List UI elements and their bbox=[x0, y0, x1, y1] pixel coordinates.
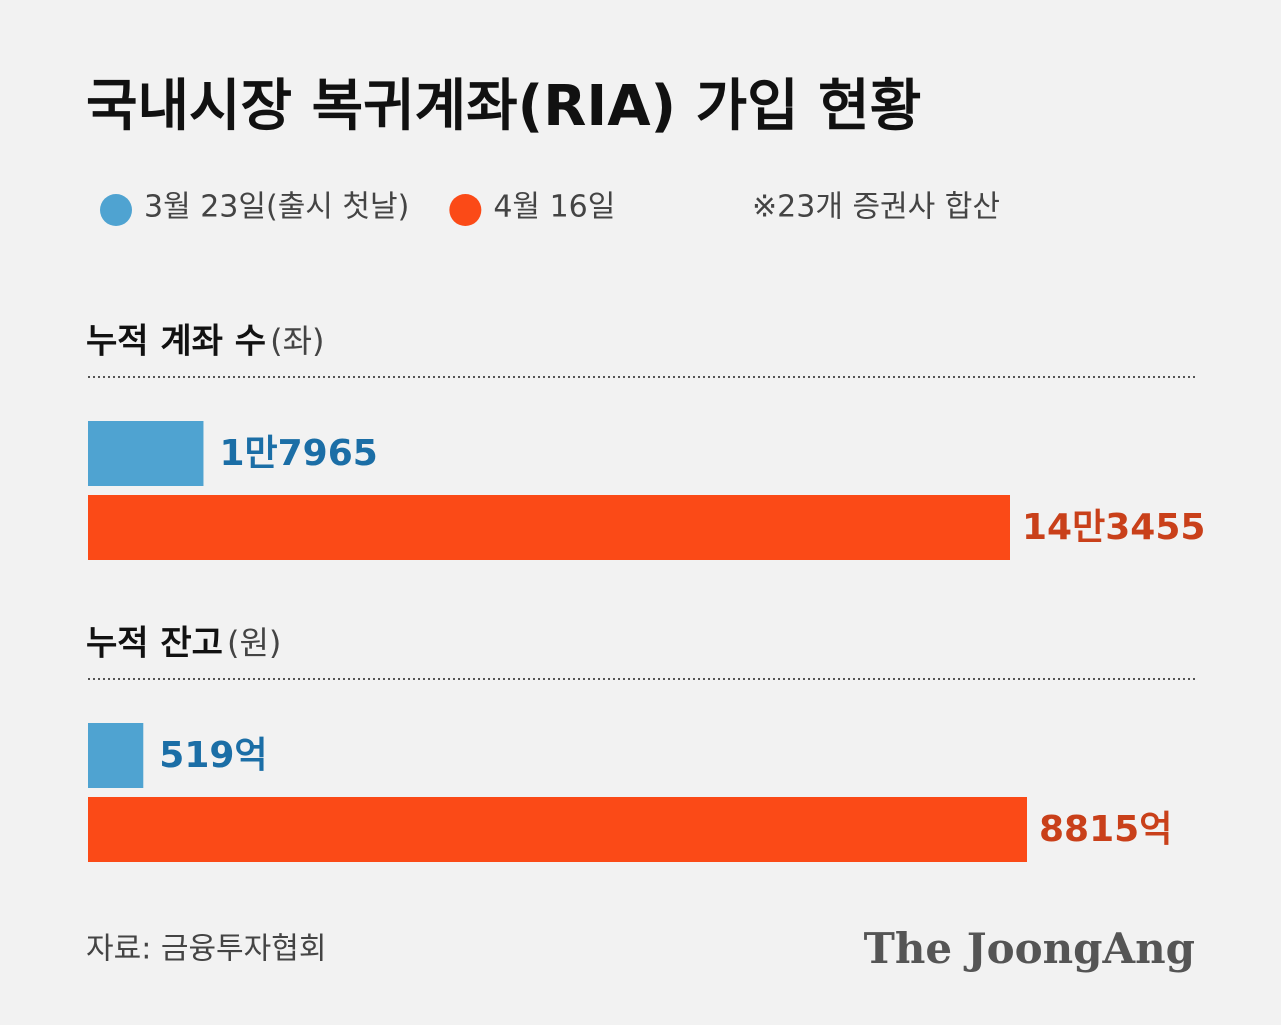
value-label: 14만3455 bbox=[1022, 507, 1205, 548]
legend-label: 4월 16일 bbox=[493, 190, 615, 225]
section-unit: (좌) bbox=[270, 322, 324, 360]
main-title: 국내시장 복귀계좌(RIA) 가입 현황 bbox=[86, 74, 921, 139]
legend-label: 3월 23일(출시 첫날) bbox=[144, 190, 409, 225]
value-label: 519억 bbox=[159, 735, 267, 776]
value-label: 1만7965 bbox=[219, 433, 377, 474]
legend-swatch bbox=[100, 194, 132, 226]
legend-swatch bbox=[449, 194, 482, 226]
bar bbox=[88, 797, 1027, 862]
value-label: 8815억 bbox=[1039, 809, 1172, 850]
logo: The JoongAng bbox=[864, 924, 1195, 973]
bar bbox=[88, 723, 144, 788]
section-unit: (원) bbox=[227, 624, 281, 662]
section-title: 누적 잔고 bbox=[86, 624, 223, 664]
source: 자료: 금융투자협회 bbox=[86, 932, 326, 967]
bar bbox=[88, 495, 1010, 560]
section-title: 누적 계좌 수 bbox=[86, 322, 266, 362]
bar bbox=[88, 421, 204, 486]
note: ※23개 증권사 합산 bbox=[752, 190, 1000, 225]
